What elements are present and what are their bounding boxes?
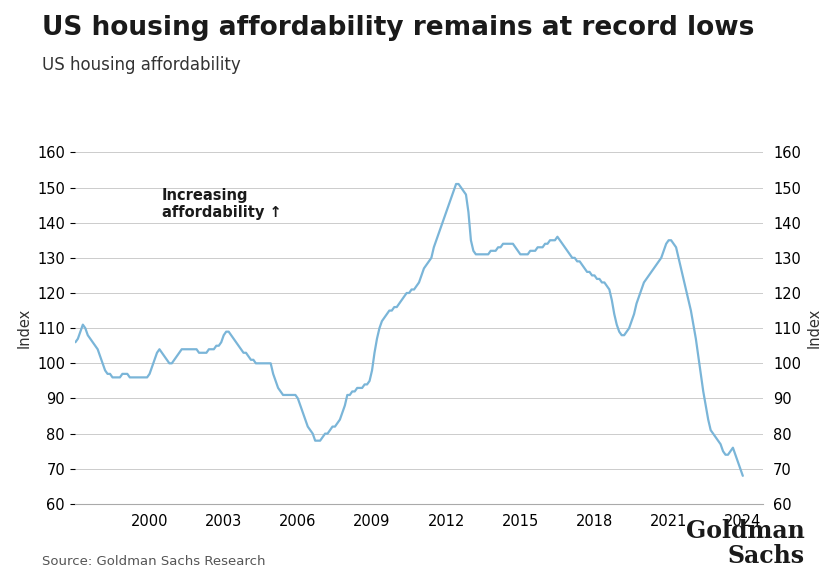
Y-axis label: Index: Index: [806, 308, 821, 348]
Text: US housing affordability: US housing affordability: [42, 56, 241, 74]
Text: Source: Goldman Sachs Research: Source: Goldman Sachs Research: [42, 556, 266, 568]
Text: Goldman
Sachs: Goldman Sachs: [685, 519, 804, 568]
Text: US housing affordability remains at record lows: US housing affordability remains at reco…: [42, 15, 754, 40]
Text: Increasing
affordability ↑: Increasing affordability ↑: [162, 188, 282, 220]
Y-axis label: Index: Index: [17, 308, 32, 348]
